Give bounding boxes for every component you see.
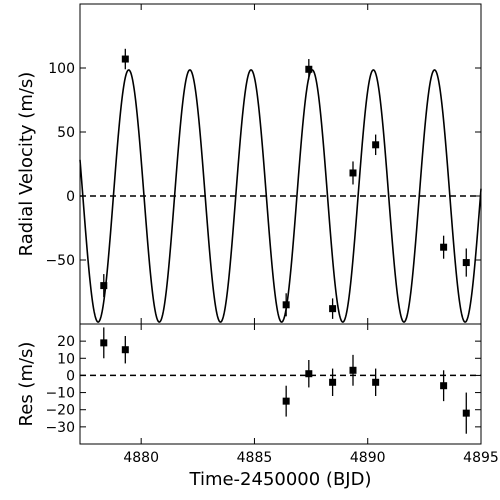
residual-data-point (282, 397, 290, 405)
residual-x-tick-label: 4885 (237, 450, 273, 466)
rv-data-point (305, 65, 313, 73)
rv-data-point (349, 169, 357, 177)
rv-panel: −50 0 50 100 Radial Velocity (m/s) (16, 3, 482, 325)
rv-y-axis-label: Radial Velocity (m/s) (16, 72, 37, 257)
residual-y-tick-label: −30 (45, 420, 75, 436)
residual-data-point (440, 382, 448, 390)
residual-x-tick-label: 4895 (463, 450, 499, 466)
rv-data-point (440, 243, 448, 251)
residual-x-ticks: 4880 4885 4890 4895 (123, 324, 499, 466)
rv-y-tick-label: 50 (57, 125, 75, 141)
x-axis-label: Time-2450000 (BJD) (189, 469, 372, 490)
residual-y-tick-label: 10 (57, 351, 75, 367)
residual-data-point (121, 346, 129, 354)
residual-data-point (372, 378, 380, 386)
rv-data-point (329, 305, 337, 313)
residual-data-point (329, 378, 337, 386)
rv-panel-frame (79, 3, 482, 325)
residual-y-tick-label: −10 (45, 386, 75, 402)
residual-y-tick-label: 0 (66, 368, 75, 384)
residual-y-tick-label: 20 (57, 334, 75, 350)
rv-data-point (121, 55, 129, 63)
residual-y-tick-label: −20 (45, 403, 75, 419)
rv-data-point (462, 259, 470, 267)
residual-x-tick-label: 4880 (123, 450, 159, 466)
residual-data-point (305, 370, 313, 378)
residual-data-point (100, 339, 108, 347)
residual-x-tick-label: 4890 (350, 450, 386, 466)
rv-y-tick-label: 100 (48, 61, 75, 77)
residual-data-point (349, 366, 357, 374)
rv-data-point (282, 301, 290, 309)
rv-y-tick-label: −50 (45, 253, 75, 269)
rv-data-point (100, 282, 108, 290)
rv-y-ticks: −50 0 50 100 (45, 61, 481, 269)
rv-x-ticks (140, 4, 482, 324)
residual-y-axis-label: Res (m/s) (16, 342, 37, 427)
residual-data-point (462, 409, 470, 417)
rv-y-tick-label: 0 (66, 189, 75, 205)
residual-panel-frame (79, 323, 482, 445)
rv-data-points (100, 48, 470, 319)
rv-model-curve (79, 69, 482, 323)
residual-data-points (100, 327, 470, 434)
rv-data-point (372, 141, 380, 149)
